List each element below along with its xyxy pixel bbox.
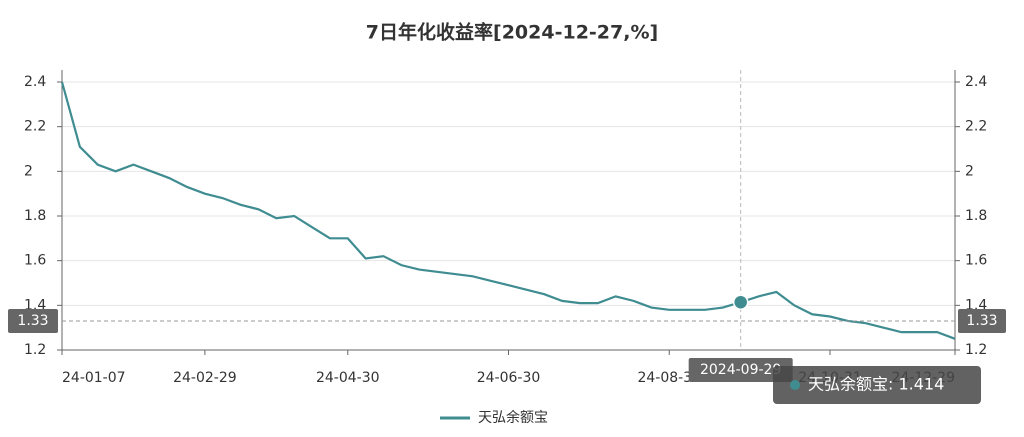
line [60, 81, 956, 340]
y2-tick-label: 1.6 [965, 253, 987, 269]
tooltip-box [773, 366, 981, 404]
y-tick-label: 1.6 [24, 253, 46, 269]
x-tick-label: 24-04-30 [316, 370, 380, 386]
legend-label: 天弘余额宝 [478, 409, 548, 426]
tooltip-text: 天弘余额宝: 1.414 [808, 375, 944, 394]
x-tick-label: 24-06-30 [477, 370, 541, 386]
y2-tick-label: 2.4 [965, 74, 987, 90]
y-tick-label: 1.2 [24, 342, 46, 358]
x-tick-label: 24-08-31 [637, 370, 701, 386]
y-tick-label: 1.8 [24, 208, 46, 224]
y2-tick-label: 2 [965, 163, 974, 179]
x-pointer-box [688, 358, 793, 382]
pointer-dot [732, 294, 749, 310]
y-tick-label: 2 [24, 163, 33, 179]
chart-title: 7日年化收益率[2024-12-27,%] [366, 21, 658, 44]
y2-pointer-box [958, 308, 1006, 333]
x-pointer-label: 2024-09-29 [700, 362, 781, 378]
y2-tick-label: 2.2 [965, 119, 987, 135]
y-pointer-label: 1.33 [17, 313, 48, 329]
y-pointer-box [8, 308, 58, 333]
y-tick-label: 2.2 [24, 119, 46, 135]
tooltip-marker [790, 380, 800, 390]
x-tick-label: 24-01-07 [62, 370, 126, 386]
y2-tick-label: 1.8 [965, 208, 987, 224]
y2-pointer-label: 1.33 [966, 313, 997, 329]
y2-tick-label: 1.2 [965, 342, 987, 358]
x-tick-label: 24-02-29 [173, 370, 237, 386]
y-tick-label: 2.4 [24, 74, 46, 90]
